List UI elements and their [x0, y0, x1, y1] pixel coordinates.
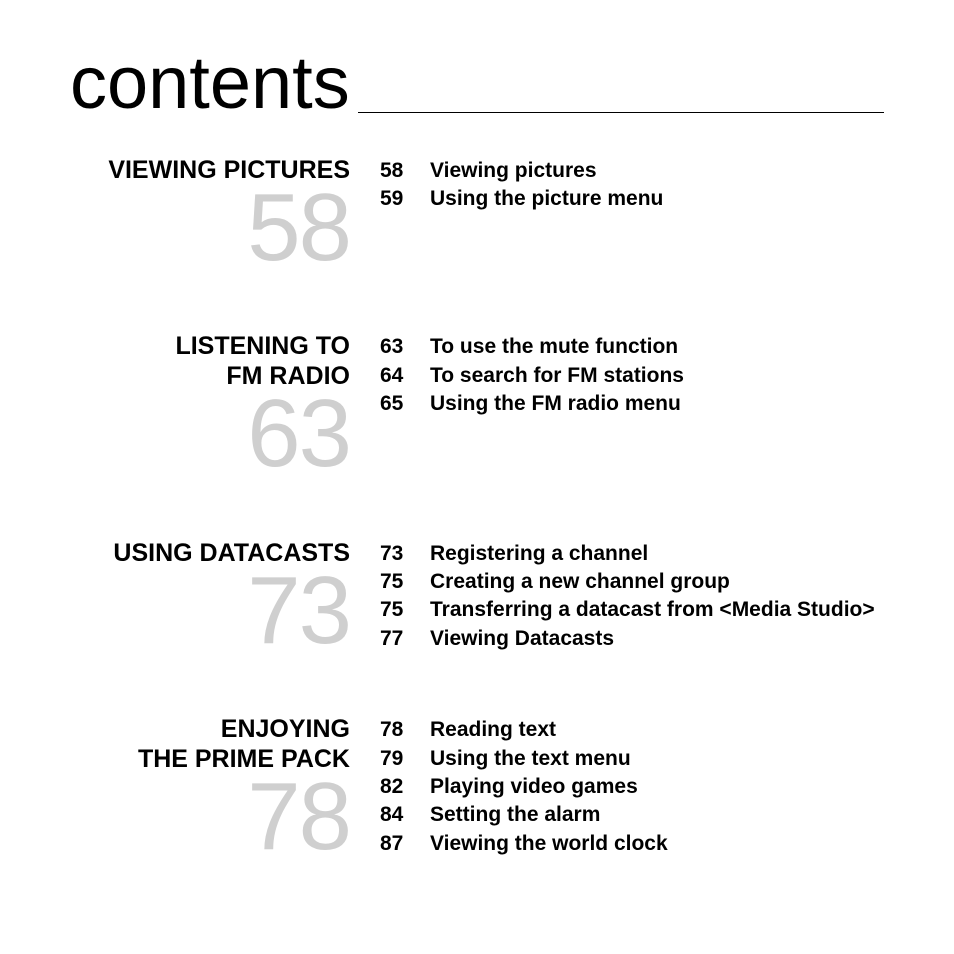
entry-page: 63 — [380, 333, 430, 361]
entry-title: Viewing Datacasts — [430, 625, 884, 653]
section-entries: 63 To use the mute function 64 To search… — [380, 331, 884, 418]
toc-entry: 63 To use the mute function — [380, 333, 884, 361]
toc-section: VIEWING PICTURES 58 58 Viewing pictures … — [70, 155, 884, 271]
entry-page: 58 — [380, 157, 430, 185]
entry-title: Reading text — [430, 716, 884, 744]
toc-entry: 84 Setting the alarm — [380, 801, 884, 829]
entry-title: Playing video games — [430, 773, 884, 801]
entry-title: Registering a channel — [430, 540, 884, 568]
toc-entry: 87 Viewing the world clock — [380, 830, 884, 858]
entry-title: Viewing the world clock — [430, 830, 884, 858]
page-title: contents — [70, 40, 358, 125]
heading-line-1: LISTENING TO — [175, 332, 350, 360]
toc-entry: 75 Transferring a datacast from <Media S… — [380, 596, 884, 624]
section-left: LISTENING TO FM RADIO 63 — [70, 331, 380, 477]
toc-entry: 77 Viewing Datacasts — [380, 625, 884, 653]
section-number: 73 — [70, 568, 350, 654]
section-number: 78 — [70, 774, 350, 860]
toc-entry: 75 Creating a new channel group — [380, 568, 884, 596]
entry-title: Setting the alarm — [430, 801, 884, 829]
entry-page: 82 — [380, 773, 430, 801]
section-entries: 78 Reading text 79 Using the text menu 8… — [380, 714, 884, 858]
toc-entry: 64 To search for FM stations — [380, 362, 884, 390]
entry-page: 73 — [380, 540, 430, 568]
entry-page: 77 — [380, 625, 430, 653]
entry-page: 79 — [380, 745, 430, 773]
entry-title: Using the text menu — [430, 745, 884, 773]
heading-line-1: ENJOYING — [221, 715, 350, 743]
toc-section: LISTENING TO FM RADIO 63 63 To use the m… — [70, 331, 884, 477]
entry-page: 75 — [380, 568, 430, 596]
entry-title: Viewing pictures — [430, 157, 884, 185]
entry-title: To use the mute function — [430, 333, 884, 361]
entry-page: 84 — [380, 801, 430, 829]
toc-entry: 82 Playing video games — [380, 773, 884, 801]
toc-section: ENJOYING THE PRIME PACK 78 78 Reading te… — [70, 714, 884, 860]
section-number: 58 — [70, 185, 350, 271]
entry-title: Using the picture menu — [430, 185, 884, 213]
entry-page: 64 — [380, 362, 430, 390]
entry-title: Using the FM radio menu — [430, 390, 884, 418]
section-left: ENJOYING THE PRIME PACK 78 — [70, 714, 380, 860]
section-number: 63 — [70, 391, 350, 477]
section-left: VIEWING PICTURES 58 — [70, 155, 380, 271]
section-left: USING DATACASTS 73 — [70, 538, 380, 654]
toc-entry: 65 Using the FM radio menu — [380, 390, 884, 418]
entry-page: 78 — [380, 716, 430, 744]
toc-entry: 58 Viewing pictures — [380, 157, 884, 185]
section-entries: 73 Registering a channel 75 Creating a n… — [380, 538, 884, 653]
entry-title: Transferring a datacast from <Media Stud… — [430, 596, 884, 624]
toc-entry: 73 Registering a channel — [380, 540, 884, 568]
entry-page: 87 — [380, 830, 430, 858]
toc-entry: 78 Reading text — [380, 716, 884, 744]
entry-page: 75 — [380, 596, 430, 624]
entry-title: To search for FM stations — [430, 362, 884, 390]
entry-page: 65 — [380, 390, 430, 418]
section-entries: 58 Viewing pictures 59 Using the picture… — [380, 155, 884, 214]
title-block: contents — [70, 40, 884, 125]
entry-page: 59 — [380, 185, 430, 213]
toc-section: USING DATACASTS 73 73 Registering a chan… — [70, 538, 884, 654]
toc-entry: 59 Using the picture menu — [380, 185, 884, 213]
entry-title: Creating a new channel group — [430, 568, 884, 596]
toc-entry: 79 Using the text menu — [380, 745, 884, 773]
